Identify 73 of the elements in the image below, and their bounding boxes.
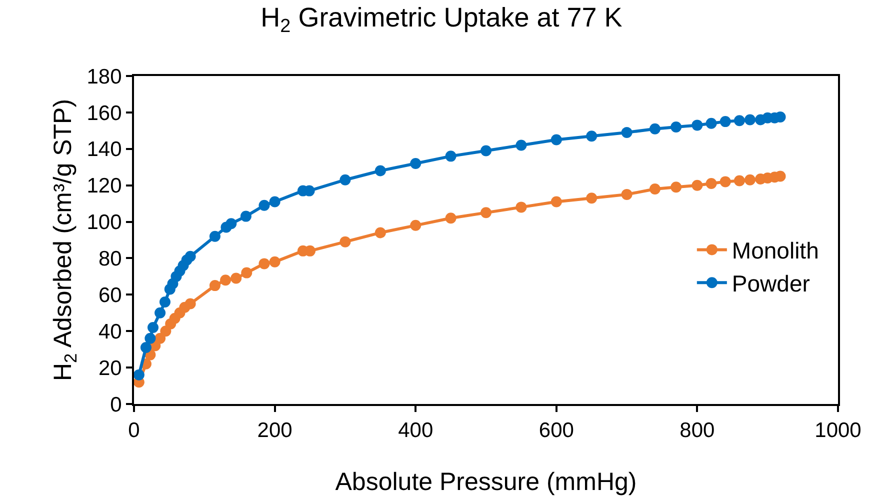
- point: [744, 114, 756, 126]
- point: [209, 280, 220, 292]
- point: [226, 218, 237, 230]
- point: [734, 115, 745, 126]
- point: [550, 196, 562, 208]
- point: [744, 174, 756, 186]
- point: [649, 123, 660, 134]
- point: [706, 178, 717, 190]
- point: [621, 188, 632, 200]
- y-tick-label: 60: [98, 284, 122, 308]
- y-tick-label: 180: [86, 65, 122, 88]
- point: [269, 256, 280, 268]
- chart-title: H$_{2}$ Gravimetric Uptake at 77 K: [260, 2, 622, 38]
- point: [720, 116, 731, 128]
- point: [144, 332, 156, 344]
- x-tick-label: 0: [128, 419, 140, 442]
- point: [516, 140, 527, 151]
- point: [374, 165, 386, 176]
- point: [410, 158, 422, 169]
- point: [230, 272, 242, 284]
- x-tick-label: 1000: [814, 419, 862, 442]
- y-tick-label: 40: [98, 320, 122, 344]
- y-tick-label: 20: [98, 356, 122, 380]
- y-tick-label: 160: [86, 102, 122, 125]
- point: [304, 245, 316, 256]
- point: [209, 230, 220, 242]
- point: [586, 130, 598, 142]
- point: [586, 192, 598, 204]
- legend-label: Powder: [732, 270, 810, 297]
- x-tick-label: 800: [680, 419, 715, 442]
- point: [258, 200, 270, 211]
- point: [269, 196, 280, 208]
- point: [720, 176, 731, 188]
- point: [445, 212, 456, 224]
- y-tick-label: 100: [86, 211, 122, 234]
- point: [445, 150, 456, 162]
- point: [670, 122, 682, 133]
- y-tick-label: 80: [98, 248, 122, 271]
- point: [670, 182, 682, 193]
- point: [410, 220, 422, 231]
- point: [258, 258, 270, 270]
- y-tick-label: 120: [86, 174, 122, 198]
- x-tick-label: 200: [257, 419, 292, 442]
- point: [374, 227, 386, 238]
- point: [516, 202, 527, 213]
- point: [160, 326, 172, 337]
- point: [154, 307, 166, 318]
- point: [134, 369, 144, 380]
- point: [340, 174, 351, 186]
- point: [692, 180, 703, 191]
- point: [480, 145, 492, 156]
- point: [706, 118, 717, 129]
- point: [184, 250, 196, 262]
- legend-label: Monolith: [732, 238, 819, 264]
- x-tick-label: 400: [398, 419, 434, 442]
- point: [148, 322, 159, 333]
- point: [241, 267, 252, 278]
- point: [692, 120, 703, 131]
- point: [734, 175, 745, 186]
- x-axis-title: Absolute Pressure (mmHg): [335, 468, 637, 496]
- point: [480, 207, 492, 218]
- y-tick-label: 140: [86, 138, 122, 162]
- point: [220, 274, 232, 286]
- point: [649, 183, 660, 194]
- point: [621, 126, 632, 138]
- point: [184, 298, 196, 310]
- point: [159, 296, 170, 308]
- x-tick-label: 600: [538, 419, 574, 442]
- point: [140, 342, 152, 354]
- point: [240, 210, 252, 222]
- point: [550, 134, 562, 146]
- y-tick-label: 0: [110, 393, 122, 416]
- point: [340, 236, 351, 248]
